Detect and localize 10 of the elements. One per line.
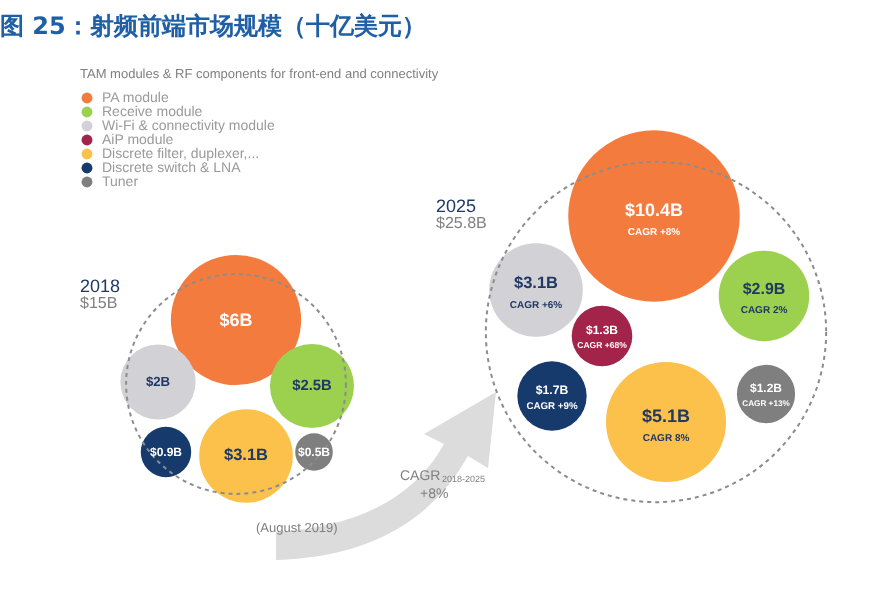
data-label: $3.1B [513,274,559,292]
data-label: $6B [219,310,254,330]
category-label: 2018 [80,276,121,296]
text: 图 25：射频前端市场规模（十亿美元） [0,12,426,40]
data-label: $3.1B [223,446,269,464]
category-label: 2025 [436,196,477,216]
text: $25.8B [436,214,487,232]
data-label: $10.4B [624,200,685,220]
data-label: $5.1B [641,406,691,426]
text: $15B [80,294,118,312]
